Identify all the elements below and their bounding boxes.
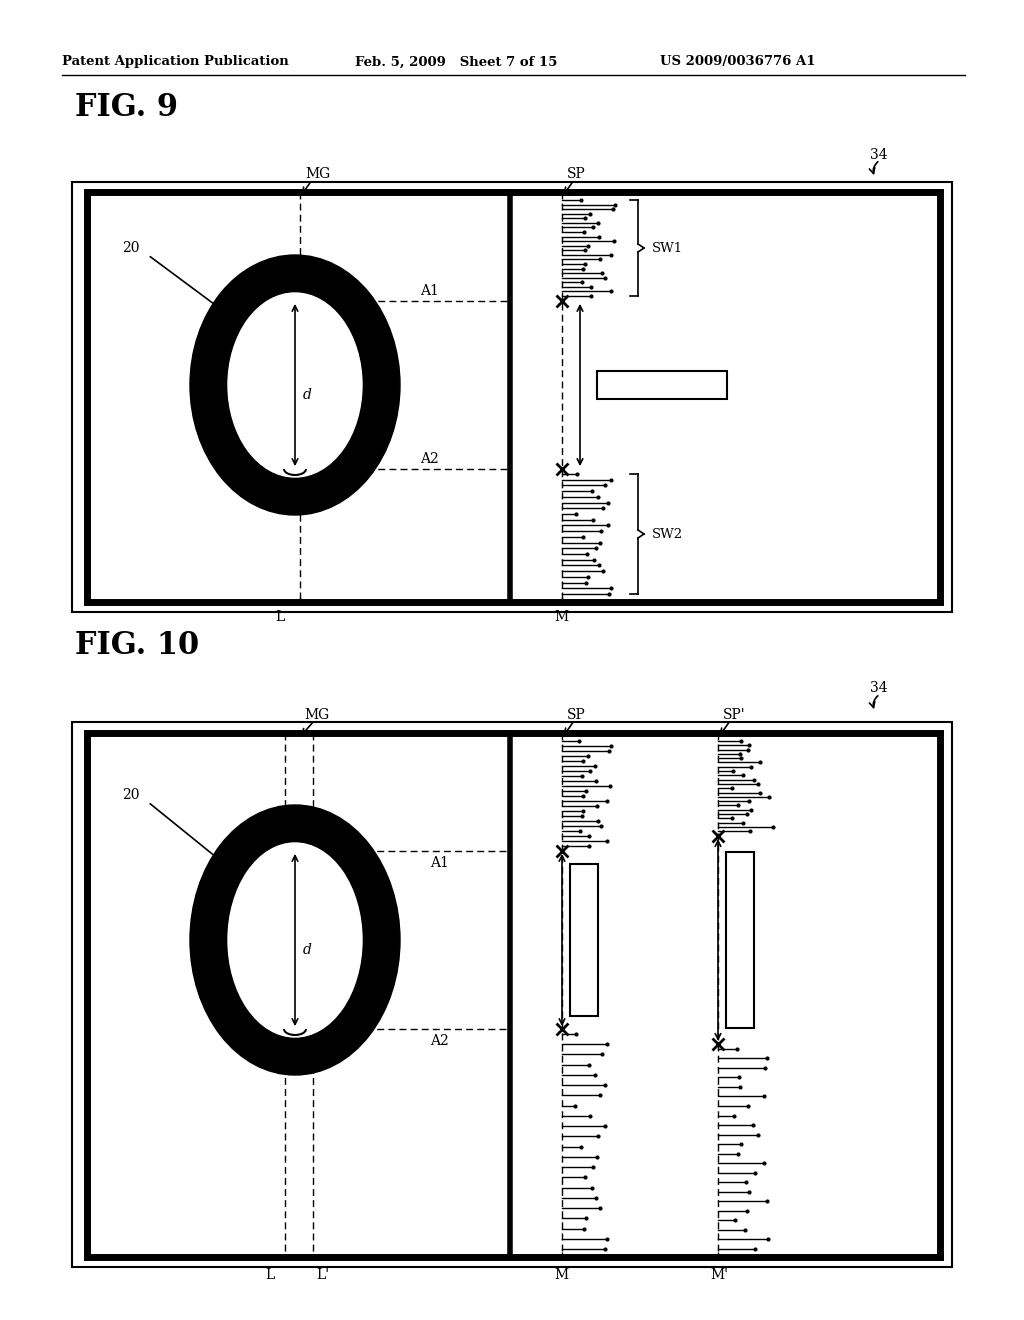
Text: L': L' (316, 1269, 329, 1282)
Text: FIG. 10: FIG. 10 (75, 630, 199, 660)
Text: L: L (265, 1269, 274, 1282)
Text: SP': SP' (723, 708, 745, 722)
Text: A1: A1 (430, 855, 449, 870)
Text: d: d (303, 388, 312, 403)
Ellipse shape (228, 843, 362, 1038)
Text: Patent Application Publication: Patent Application Publication (62, 55, 289, 69)
Ellipse shape (190, 255, 400, 515)
Text: A1: A1 (420, 284, 439, 298)
Bar (87, 733, 940, 1257)
Bar (72, 182, 952, 612)
Text: d: d (303, 942, 312, 957)
Text: M: M (554, 610, 568, 624)
Bar (570, 865, 598, 1015)
Bar (597, 371, 727, 399)
Bar (72, 722, 952, 1267)
Text: A2: A2 (420, 451, 438, 466)
Bar (87, 191, 940, 602)
Ellipse shape (228, 293, 362, 477)
Text: SW1: SW1 (652, 242, 683, 255)
Text: 20: 20 (122, 242, 139, 255)
Text: MG: MG (304, 708, 330, 722)
Text: 34: 34 (870, 148, 888, 162)
Text: MG: MG (305, 168, 331, 181)
Text: M: M (554, 1269, 568, 1282)
Ellipse shape (190, 805, 400, 1074)
Text: d' = 3.5mm: d' = 3.5mm (733, 906, 746, 974)
Text: d = 3.00mm: d = 3.00mm (621, 379, 703, 392)
Text: Feb. 5, 2009   Sheet 7 of 15: Feb. 5, 2009 Sheet 7 of 15 (355, 55, 557, 69)
Text: 20: 20 (122, 788, 139, 803)
Text: SP: SP (567, 708, 586, 722)
Text: A2: A2 (430, 1034, 449, 1048)
Text: SP: SP (567, 168, 586, 181)
Text: 34: 34 (870, 681, 888, 696)
Text: SW2: SW2 (652, 528, 683, 540)
Bar (726, 851, 754, 1028)
Text: FIG. 9: FIG. 9 (75, 92, 178, 124)
Text: d = 3.00mm: d = 3.00mm (578, 903, 591, 977)
Text: L: L (275, 610, 285, 624)
Text: US 2009/0036776 A1: US 2009/0036776 A1 (660, 55, 815, 69)
Text: M': M' (710, 1269, 728, 1282)
